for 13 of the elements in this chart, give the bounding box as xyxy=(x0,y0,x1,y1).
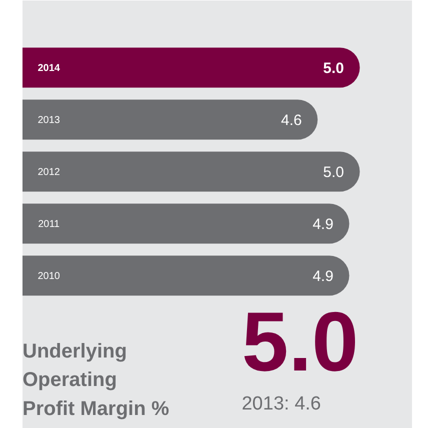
data-label: 4.9 xyxy=(312,268,334,286)
data-label: 5.0 xyxy=(323,164,344,182)
data-label: 4.9 xyxy=(312,216,334,234)
data-label: 5.0 xyxy=(323,60,344,78)
text: 2013: 4.6 xyxy=(242,394,321,415)
y-tick-label: 2013 xyxy=(38,115,60,126)
y-tick-label: 2011 xyxy=(38,219,60,230)
y-tick-label: 2012 xyxy=(38,167,60,178)
text: Underlying Operating Profit Margin % xyxy=(22,340,170,420)
data-label: 4.6 xyxy=(280,112,302,130)
y-tick-label: 2014 xyxy=(38,63,60,74)
y-tick-label: 2010 xyxy=(38,271,60,282)
annotation: 5.0 xyxy=(242,294,359,389)
